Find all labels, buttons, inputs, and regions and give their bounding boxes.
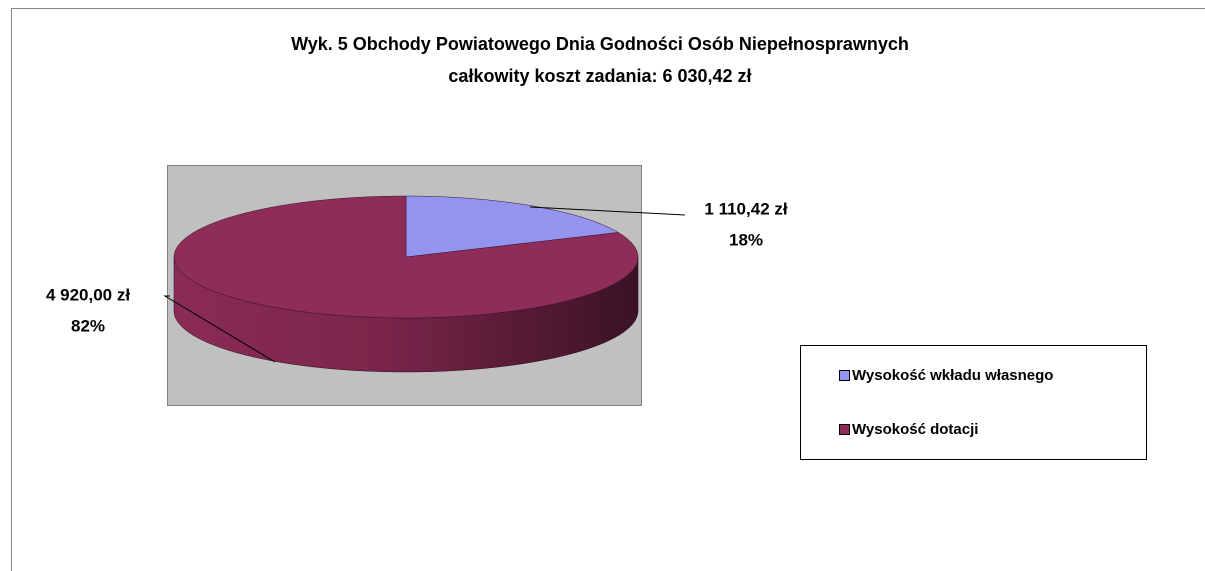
legend-swatch [839,424,850,435]
legend [800,345,1147,460]
chart-subtitle: całkowity koszt zadania: 6 030,42 zł [448,66,751,86]
legend-label: Wysokość wkładu własnego [852,367,1053,384]
leader-line [529,206,686,216]
legend-label: Wysokość dotacji [852,421,978,438]
leader-line [163,295,276,363]
pie-slice [173,195,639,319]
legend-swatch [839,370,850,381]
chart-title: Wyk. 5 Obchody Powiatowego Dnia Godności… [291,34,909,54]
data-label: 4 920,00 zł [46,285,130,304]
pie-slice [405,195,620,258]
data-label-percent: 18% [729,230,763,249]
data-label-percent: 82% [71,316,105,335]
chart-border [11,8,1205,571]
data-label: 1 110,42 zł [704,199,787,218]
